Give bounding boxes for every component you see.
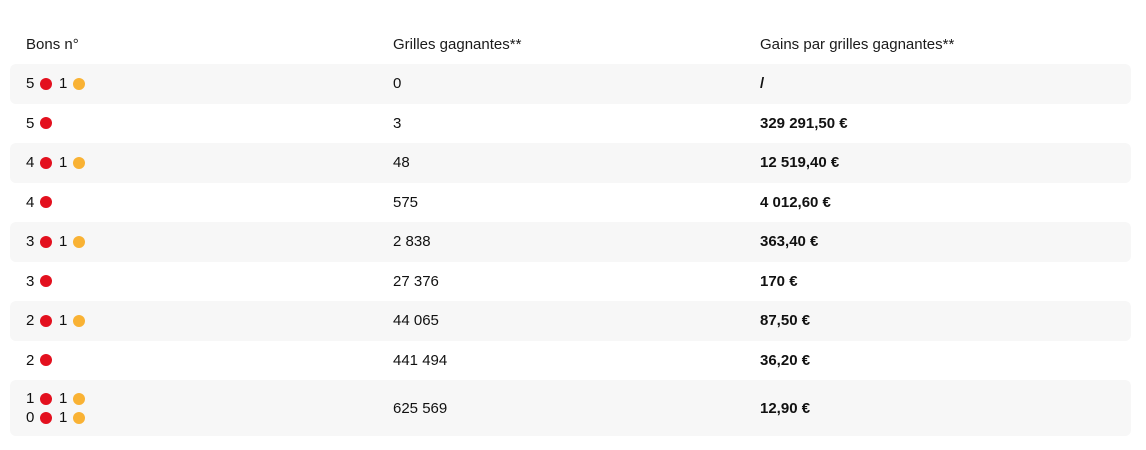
- grilles-cell: 575: [393, 193, 419, 211]
- yellow-ball-icon: [73, 235, 85, 248]
- gain-cell: 12,90 €: [760, 399, 811, 417]
- red-ball-icon: [40, 314, 52, 327]
- grilles-cell: 0: [393, 75, 402, 93]
- table-row: 2 441 494 36,20 €: [10, 341, 1131, 381]
- balls-count: 4: [26, 193, 35, 211]
- red-ball-icon: [40, 392, 52, 405]
- stars-count: 1: [59, 75, 68, 93]
- balls-count: 3: [26, 272, 35, 290]
- balls-count: 2: [26, 351, 35, 369]
- red-ball-icon: [40, 235, 52, 248]
- balls-count: 2: [26, 312, 35, 330]
- stars-count: 1: [59, 233, 68, 251]
- gain-cell: 329 291,50 €: [760, 114, 848, 132]
- red-ball-icon: [40, 354, 52, 367]
- header-grilles: Grilles gagnantes**: [393, 35, 522, 53]
- grilles-cell: 3: [393, 114, 402, 132]
- grilles-cell: 44 065: [393, 312, 439, 330]
- table-header: Bons n° Grilles gagnantes** Gains par gr…: [10, 24, 1131, 64]
- gain-cell: 4 012,60 €: [760, 193, 831, 211]
- gain-cell: 36,20 €: [760, 351, 811, 369]
- red-ball-icon: [40, 156, 52, 169]
- red-ball-icon: [40, 411, 52, 424]
- stars-count: 1: [59, 409, 68, 426]
- combination-cell: 2: [10, 352, 377, 369]
- balls-count: 3: [26, 233, 35, 251]
- red-ball-icon: [40, 275, 52, 288]
- grilles-cell: 48: [393, 154, 410, 172]
- gain-cell: 12 519,40 €: [760, 154, 840, 172]
- gain-cell: 170 €: [760, 272, 798, 290]
- header-bons: Bons n°: [26, 35, 79, 53]
- yellow-ball-icon: [73, 314, 85, 327]
- red-ball-icon: [40, 196, 52, 209]
- combination-cell: 5: [10, 115, 377, 132]
- yellow-ball-icon: [73, 77, 85, 90]
- balls-count: 1: [26, 390, 35, 407]
- table-row: 5 3 329 291,50 €: [10, 104, 1131, 144]
- grilles-cell: 625 569: [393, 399, 448, 417]
- gain-cell: 363,40 €: [760, 233, 819, 251]
- gain-cell: 87,50 €: [760, 312, 811, 330]
- table-row: 3 27 376 170 €: [10, 262, 1131, 302]
- balls-count: 5: [26, 75, 35, 93]
- red-ball-icon: [40, 117, 52, 130]
- header-gains: Gains par grilles gagnantes**: [760, 35, 955, 53]
- yellow-ball-icon: [73, 156, 85, 169]
- results-table: Bons n° Grilles gagnantes** Gains par gr…: [10, 24, 1131, 436]
- table-row: 4 575 4 012,60 €: [10, 183, 1131, 223]
- yellow-ball-icon: [73, 392, 85, 405]
- balls-count: 0: [26, 409, 35, 426]
- grilles-cell: 2 838: [393, 233, 431, 251]
- red-ball-icon: [40, 77, 52, 90]
- combination-cell: 4: [10, 194, 377, 211]
- yellow-ball-icon: [73, 411, 85, 424]
- grilles-cell: 441 494: [393, 351, 448, 369]
- stars-count: 1: [59, 312, 68, 330]
- combination-cell: 3: [10, 273, 377, 290]
- balls-count: 4: [26, 154, 35, 172]
- stars-count: 1: [59, 154, 68, 172]
- stars-count: 1: [59, 390, 68, 407]
- grilles-cell: 27 376: [393, 272, 439, 290]
- balls-count: 5: [26, 114, 35, 132]
- gain-cell: /: [760, 75, 765, 93]
